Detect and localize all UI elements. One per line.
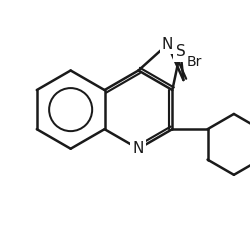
Text: Br: Br bbox=[187, 55, 202, 69]
Text: N: N bbox=[162, 37, 173, 52]
Text: S: S bbox=[176, 44, 185, 59]
Text: N: N bbox=[133, 141, 144, 156]
